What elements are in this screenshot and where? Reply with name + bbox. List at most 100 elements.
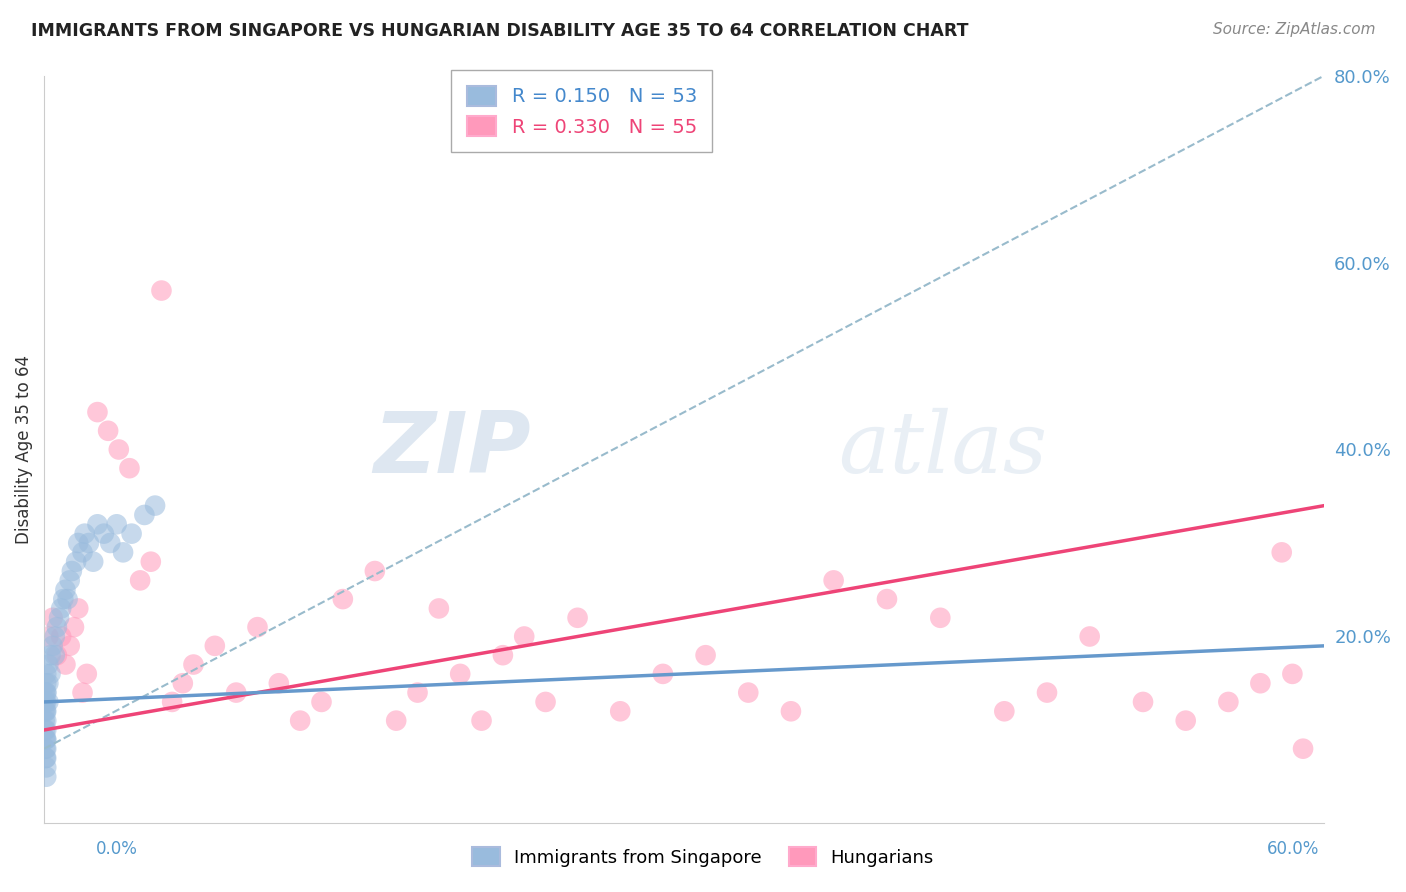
- Point: [67, 601, 90, 615]
- Point: [35, 695, 58, 709]
- Point: [134, 508, 156, 522]
- Point: [51, 601, 73, 615]
- Y-axis label: Disability Age 35 to 64: Disability Age 35 to 64: [15, 355, 32, 544]
- Point: [45, 620, 67, 634]
- Point: [59, 574, 82, 588]
- Point: [567, 611, 589, 625]
- Text: 60.0%: 60.0%: [1267, 840, 1319, 858]
- Point: [56, 592, 79, 607]
- Point: [44, 648, 66, 663]
- Point: [1078, 630, 1101, 644]
- Point: [35, 732, 58, 747]
- Point: [129, 574, 152, 588]
- Point: [98, 536, 121, 550]
- Point: [204, 639, 226, 653]
- Point: [121, 526, 143, 541]
- Point: [67, 536, 90, 550]
- Legend: R = 0.150   N = 53, R = 0.330   N = 55: R = 0.150 N = 53, R = 0.330 N = 55: [451, 70, 713, 153]
- Point: [112, 545, 135, 559]
- Point: [993, 704, 1015, 718]
- Point: [246, 620, 269, 634]
- Point: [93, 526, 115, 541]
- Point: [107, 442, 129, 457]
- Point: [39, 666, 62, 681]
- Point: [39, 648, 62, 663]
- Point: [35, 704, 58, 718]
- Point: [35, 666, 58, 681]
- Point: [76, 666, 98, 681]
- Point: [35, 723, 58, 737]
- Point: [780, 704, 803, 718]
- Point: [143, 499, 166, 513]
- Point: [1036, 685, 1059, 699]
- Point: [364, 564, 387, 578]
- Point: [77, 536, 100, 550]
- Point: [59, 639, 82, 653]
- Point: [35, 714, 58, 728]
- Point: [86, 517, 108, 532]
- Point: [311, 695, 333, 709]
- Point: [86, 405, 108, 419]
- Point: [288, 714, 311, 728]
- Point: [470, 714, 492, 728]
- Text: 0.0%: 0.0%: [96, 840, 138, 858]
- Point: [385, 714, 408, 728]
- Point: [55, 582, 77, 597]
- Point: [449, 666, 471, 681]
- Point: [332, 592, 354, 607]
- Point: [150, 284, 173, 298]
- Point: [34, 732, 56, 747]
- Point: [1249, 676, 1271, 690]
- Text: IMMIGRANTS FROM SINGAPORE VS HUNGARIAN DISABILITY AGE 35 TO 64 CORRELATION CHART: IMMIGRANTS FROM SINGAPORE VS HUNGARIAN D…: [31, 22, 969, 40]
- Point: [225, 685, 247, 699]
- Point: [406, 685, 429, 699]
- Point: [35, 704, 58, 718]
- Point: [35, 760, 58, 774]
- Point: [35, 741, 58, 756]
- Point: [97, 424, 120, 438]
- Point: [737, 685, 759, 699]
- Point: [35, 770, 58, 784]
- Text: ZIP: ZIP: [373, 408, 530, 491]
- Point: [65, 555, 87, 569]
- Point: [1174, 714, 1197, 728]
- Point: [1292, 741, 1315, 756]
- Point: [72, 685, 94, 699]
- Point: [37, 676, 59, 690]
- Point: [48, 611, 70, 625]
- Point: [35, 751, 58, 765]
- Point: [609, 704, 631, 718]
- Point: [52, 592, 75, 607]
- Point: [73, 526, 96, 541]
- Point: [118, 461, 141, 475]
- Point: [651, 666, 673, 681]
- Text: Source: ZipAtlas.com: Source: ZipAtlas.com: [1212, 22, 1375, 37]
- Point: [105, 517, 128, 532]
- Legend: Immigrants from Singapore, Hungarians: Immigrants from Singapore, Hungarians: [465, 840, 941, 874]
- Point: [37, 657, 59, 672]
- Text: atlas: atlas: [838, 409, 1047, 491]
- Point: [35, 732, 58, 747]
- Point: [172, 676, 194, 690]
- Point: [929, 611, 952, 625]
- Point: [427, 601, 450, 615]
- Point: [1271, 545, 1294, 559]
- Point: [160, 695, 183, 709]
- Point: [695, 648, 717, 663]
- Point: [139, 555, 162, 569]
- Point: [34, 751, 56, 765]
- Point: [1218, 695, 1240, 709]
- Point: [82, 555, 104, 569]
- Point: [823, 574, 845, 588]
- Point: [492, 648, 515, 663]
- Point: [41, 611, 63, 625]
- Point: [35, 685, 58, 699]
- Point: [513, 630, 536, 644]
- Point: [267, 676, 290, 690]
- Point: [72, 545, 94, 559]
- Point: [51, 630, 73, 644]
- Point: [37, 630, 59, 644]
- Point: [183, 657, 205, 672]
- Point: [55, 657, 77, 672]
- Point: [44, 630, 66, 644]
